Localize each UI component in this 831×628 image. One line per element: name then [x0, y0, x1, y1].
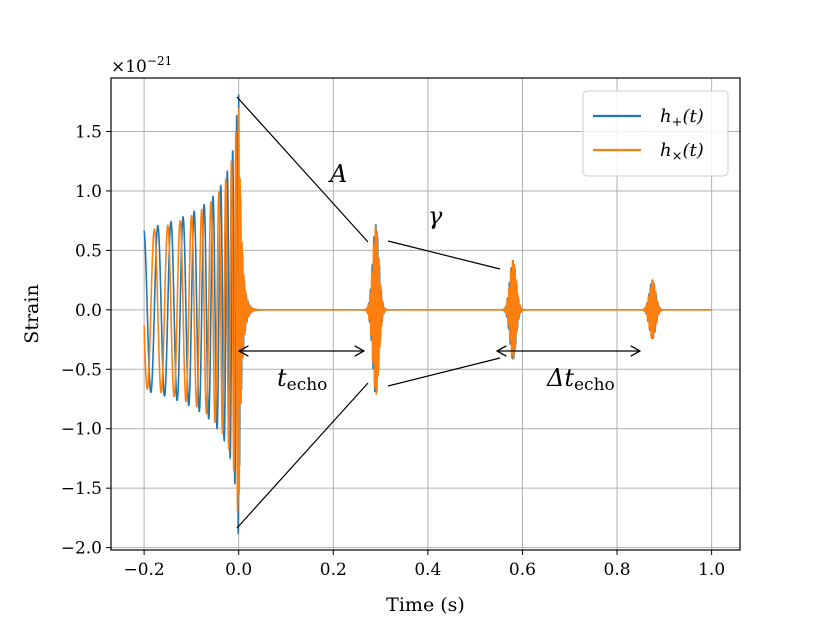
legend: h+(t) h×(t) — [582, 90, 729, 177]
plot-area — [143, 94, 712, 535]
x-tick-label: 0.2 — [320, 560, 347, 580]
y-axis-label: Strain — [21, 284, 43, 343]
amplitude-label: A — [328, 160, 347, 188]
echo-spacing-label: Δtecho — [546, 364, 615, 395]
legend-label: h×(t) — [660, 140, 704, 164]
y-tick-label: −1.0 — [61, 420, 102, 440]
amplitude-line-lower — [236, 382, 369, 529]
y-tick-label: −0.5 — [61, 360, 102, 380]
y-tick-label: 1.0 — [75, 182, 102, 202]
series-line-h-cross — [143, 108, 712, 512]
amplitude-line-upper — [236, 96, 369, 243]
x-tick-label: −0.2 — [123, 560, 164, 580]
x-tick-label: 0.8 — [604, 560, 631, 580]
x-tick-label: 0.6 — [509, 560, 536, 580]
annotations: Aγ techo Δtecho — [236, 96, 640, 529]
echo-time-label: techo — [277, 364, 327, 395]
y-tick-label: −2.0 — [61, 539, 102, 559]
axes-frame — [110, 77, 741, 551]
axis-ticks: −0.2 0.0 0.2 0.4 0.6 0.8 1.0 1.5 1.0 0.5 0.0 −0.5 −1… — [61, 123, 725, 580]
legend-box — [582, 90, 729, 177]
damping-label: γ — [428, 202, 443, 230]
legend-label: h+(t) — [660, 106, 704, 130]
damping-line-lower — [387, 357, 501, 387]
x-tick-label: 0.0 — [225, 560, 252, 580]
x-tick-label: 1.0 — [698, 560, 725, 580]
damping-line-upper — [387, 240, 501, 270]
y-tick-label: 0.0 — [75, 301, 102, 321]
y-tick-label: 1.5 — [75, 123, 102, 143]
y-tick-label: −1.5 — [61, 479, 102, 499]
x-axis-label: Time (s) — [386, 594, 465, 616]
y-tick-label: 0.5 — [75, 241, 102, 261]
x-tick-label: 0.4 — [414, 560, 441, 580]
y-scale-multiplier: ×10−21 — [111, 54, 172, 77]
